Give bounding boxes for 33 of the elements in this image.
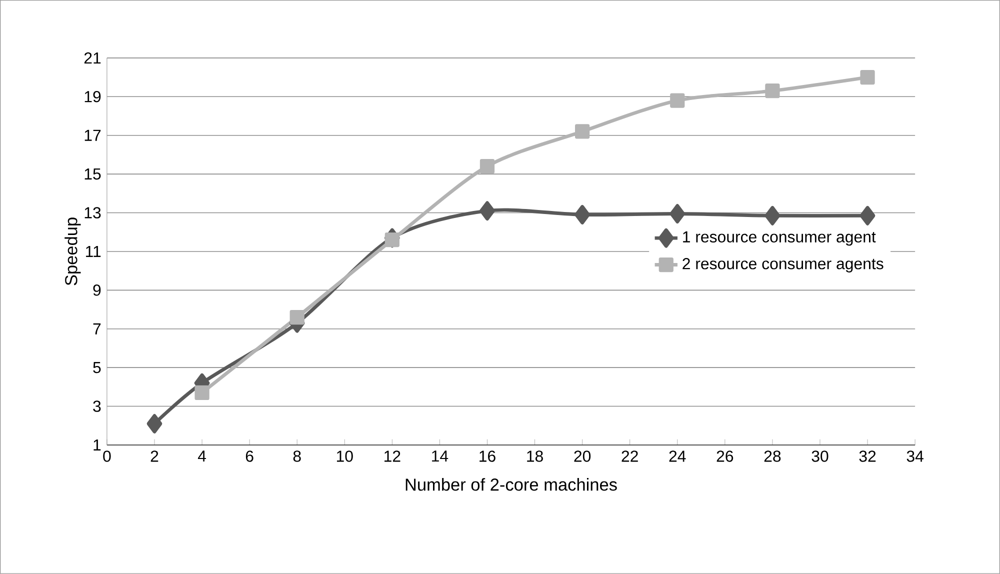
x-tick-label: 26 — [716, 450, 734, 462]
x-tick-label: 34 — [906, 450, 924, 462]
y-tick-label: 19 — [84, 91, 101, 102]
x-tick-label: 14 — [432, 450, 448, 462]
legend-label: 1 resource consumer agent — [683, 231, 876, 246]
x-tick-label: 18 — [527, 450, 543, 462]
y-tick-label: 3 — [93, 400, 101, 412]
x-tick-label: 4 — [198, 450, 206, 462]
x-tick-label: 30 — [812, 450, 828, 462]
x-tick-label: 2 — [150, 450, 158, 462]
y-tick-label: 17 — [84, 130, 101, 141]
x-tick-label: 0 — [103, 450, 111, 462]
y-tick-label: 5 — [93, 362, 101, 374]
y-tick-label: 15 — [84, 168, 101, 180]
x-tick-label: 8 — [293, 450, 301, 462]
y-tick-label: 1 — [94, 440, 101, 451]
y-tick-label: 13 — [84, 207, 101, 218]
y-axis-title: Speedup — [64, 218, 81, 286]
x-tick-label: 6 — [246, 450, 254, 462]
y-tick-label: 11 — [86, 246, 101, 257]
x-tick-label: 28 — [764, 450, 781, 462]
y-tick-label: 9 — [93, 284, 101, 296]
x-tick-label: 10 — [336, 450, 353, 462]
x-axis-title: Number of 2-core machines — [406, 478, 617, 491]
legend-label: 2 resource consumer agents — [682, 258, 884, 272]
y-tick-label: 21 — [84, 52, 101, 64]
x-tick-label: 12 — [384, 450, 400, 462]
x-tick-label: 16 — [480, 450, 496, 462]
x-tick-label: 32 — [859, 450, 876, 462]
x-tick-label: 24 — [669, 450, 686, 462]
y-tick-label: 7 — [93, 323, 101, 334]
x-tick-label: 20 — [574, 450, 591, 462]
x-tick-label: 22 — [622, 450, 638, 462]
